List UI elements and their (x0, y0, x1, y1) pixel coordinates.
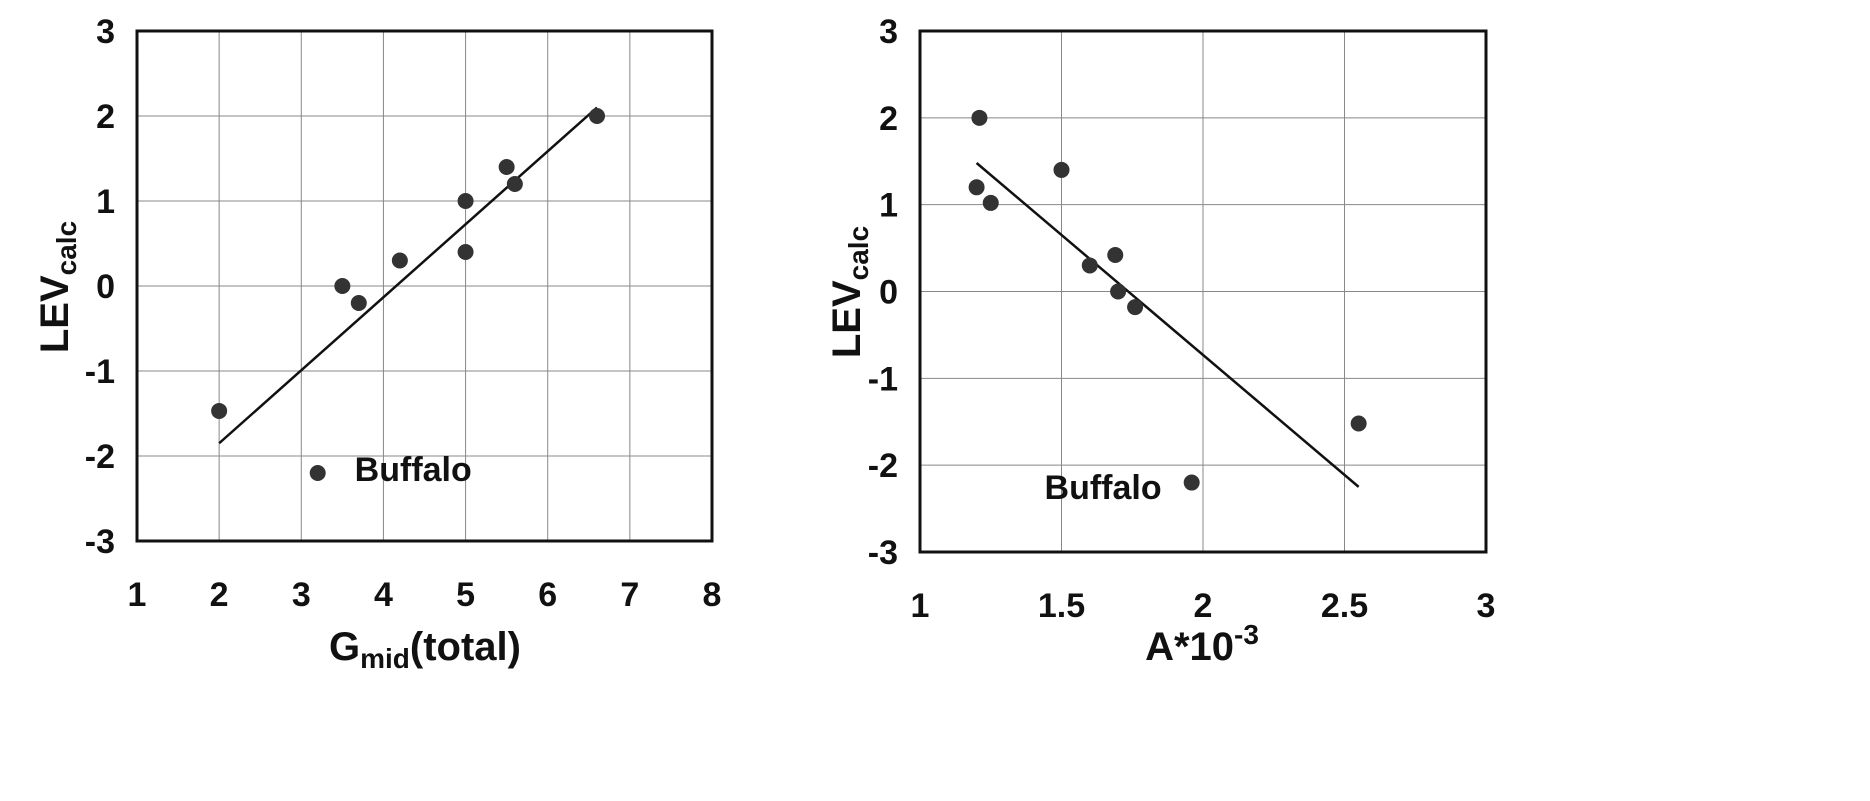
data-point (1081, 257, 1098, 274)
y-axis-title: LEVcalc (33, 221, 82, 353)
data-point (457, 244, 474, 260)
data-point (350, 295, 367, 311)
x-tick-label: 2.5 (1321, 587, 1368, 625)
x-axis-title-main: A*10 (1145, 625, 1234, 669)
data-point (309, 465, 326, 481)
x-axis-title-subscript: mid (360, 643, 410, 674)
y-axis-title: LEVcalc (825, 226, 874, 358)
x-tick-label: 1 (128, 576, 147, 614)
y-tick-label: 0 (96, 268, 115, 306)
y-tick-label: -2 (85, 438, 115, 476)
data-point (1110, 283, 1127, 300)
data-point (1183, 474, 1200, 491)
data-point (457, 193, 474, 209)
data-point (211, 402, 228, 419)
data-point (498, 159, 515, 175)
annotation-label: Buffalo (355, 451, 472, 489)
regression-line (975, 162, 1360, 488)
x-axis-title-main: G (329, 625, 360, 669)
data-point (1350, 415, 1367, 432)
x-tick-label: 1 (911, 587, 930, 625)
y-tick-label: -3 (85, 523, 115, 561)
data-point (968, 179, 985, 196)
data-point (1127, 299, 1144, 316)
data-point (1053, 161, 1070, 178)
y-tick-label: 3 (96, 13, 115, 51)
annotation-label: Buffalo (1045, 469, 1162, 507)
y-tick-label: -3 (868, 534, 898, 572)
plot-frame (135, 29, 714, 543)
y-tick-label: 2 (879, 100, 898, 138)
y-tick-label: 1 (879, 187, 898, 225)
y-axis-title-subscript: calc (51, 221, 82, 276)
x-axis-title: Gmid(total) (329, 625, 521, 674)
x-tick-label: 5 (456, 576, 475, 614)
x-tick-label: 6 (538, 576, 557, 614)
x-tick-label: 3 (292, 576, 311, 614)
x-tick-label: 2 (210, 576, 229, 614)
y-tick-label: 1 (96, 183, 115, 221)
x-tick-label: 7 (620, 576, 639, 614)
data-point (589, 108, 605, 124)
x-tick-label: 3 (1477, 587, 1496, 625)
data-point (334, 278, 351, 294)
x-axis-title-rest: (total) (410, 625, 521, 669)
x-tick-label: 4 (374, 576, 393, 614)
y-tick-label: 2 (96, 98, 115, 136)
y-axis-title-main: LEV (33, 275, 77, 353)
y-tick-label: -2 (868, 447, 898, 485)
x-tick-label: 2 (1194, 587, 1213, 625)
x-axis-title-superscript: -3 (1234, 619, 1259, 650)
y-tick-label: 3 (879, 13, 898, 51)
data-point (1107, 247, 1124, 264)
y-tick-label: -1 (85, 353, 115, 391)
y-tick-label: -1 (868, 360, 898, 398)
plot-frame (918, 29, 1488, 554)
y-axis-title-subscript: calc (843, 226, 874, 281)
data-point (982, 194, 999, 211)
data-point (506, 176, 523, 192)
data-point (971, 109, 988, 126)
data-point (391, 252, 408, 269)
y-tick-label: 0 (879, 274, 898, 312)
x-tick-label: 8 (703, 576, 722, 614)
x-axis-title: A*10-3 (1145, 619, 1259, 669)
y-axis-title-main: LEV (825, 280, 869, 358)
regression-line (218, 106, 598, 445)
x-tick-label: 1.5 (1038, 587, 1085, 625)
chart-1: 1 2 3 4 5 6 7 8 3 2 1 0 -1 -2 -3 Gmid(total) LEVcalc Buff… (33, 13, 721, 674)
